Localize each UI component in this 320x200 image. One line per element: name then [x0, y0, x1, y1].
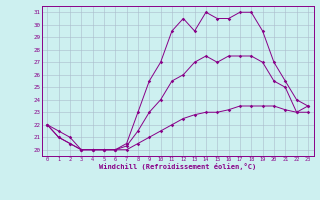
- X-axis label: Windchill (Refroidissement éolien,°C): Windchill (Refroidissement éolien,°C): [99, 163, 256, 170]
